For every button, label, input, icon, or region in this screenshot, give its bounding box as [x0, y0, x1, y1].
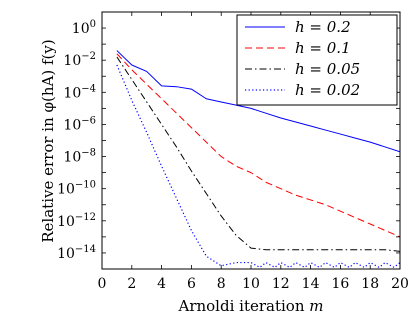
x-tick-label: 12: [272, 276, 290, 292]
series-line-3: [116, 56, 400, 252]
x-axis-title: Arnoldi iteration m: [177, 297, 323, 315]
y-tick-label: 10−4: [63, 83, 96, 101]
series-layer: [116, 50, 400, 268]
series-line-1: [116, 50, 400, 153]
x-tick-label: 2: [127, 276, 136, 292]
series-line-2: [116, 53, 400, 238]
x-tick-label: 8: [217, 276, 226, 292]
x-tick-label: 20: [391, 276, 409, 292]
x-tick-label: 4: [157, 276, 166, 292]
y-tick-label: 10−2: [63, 51, 96, 69]
y-tick-label: 10−8: [63, 148, 96, 166]
legend-label-2: h = 0.1: [295, 39, 351, 57]
legend: h = 0.2 h = 0.1 h = 0.05 h = 0.02: [236, 14, 398, 106]
x-tick-label: 18: [361, 276, 379, 292]
legend-label-3: h = 0.05: [295, 60, 360, 78]
labels-layer: 0 2 4 6 8 10 12 14 16 18 20 10−14 10−12 10−10 10−8 10−6…: [57, 19, 409, 292]
ticks-layer: [101, 11, 401, 270]
x-tick-label: 14: [302, 276, 320, 292]
y-tick-label: 10−12: [57, 212, 96, 230]
legend-label-4: h = 0.02: [295, 81, 360, 99]
y-tick-label: 10−14: [57, 244, 96, 262]
x-tick-label: 10: [242, 276, 260, 292]
y-tick-label: 10−10: [57, 180, 96, 198]
x-tick-label: 6: [187, 276, 196, 292]
y-tick-label: 100: [72, 19, 96, 37]
x-tick-label: 0: [98, 276, 107, 292]
y-axis-title: Relative error in φ(hA) f(y): [39, 39, 57, 242]
y-tick-label: 10−6: [63, 115, 96, 133]
x-tick-label: 16: [331, 276, 349, 292]
legend-label-1: h = 0.2: [295, 18, 351, 36]
